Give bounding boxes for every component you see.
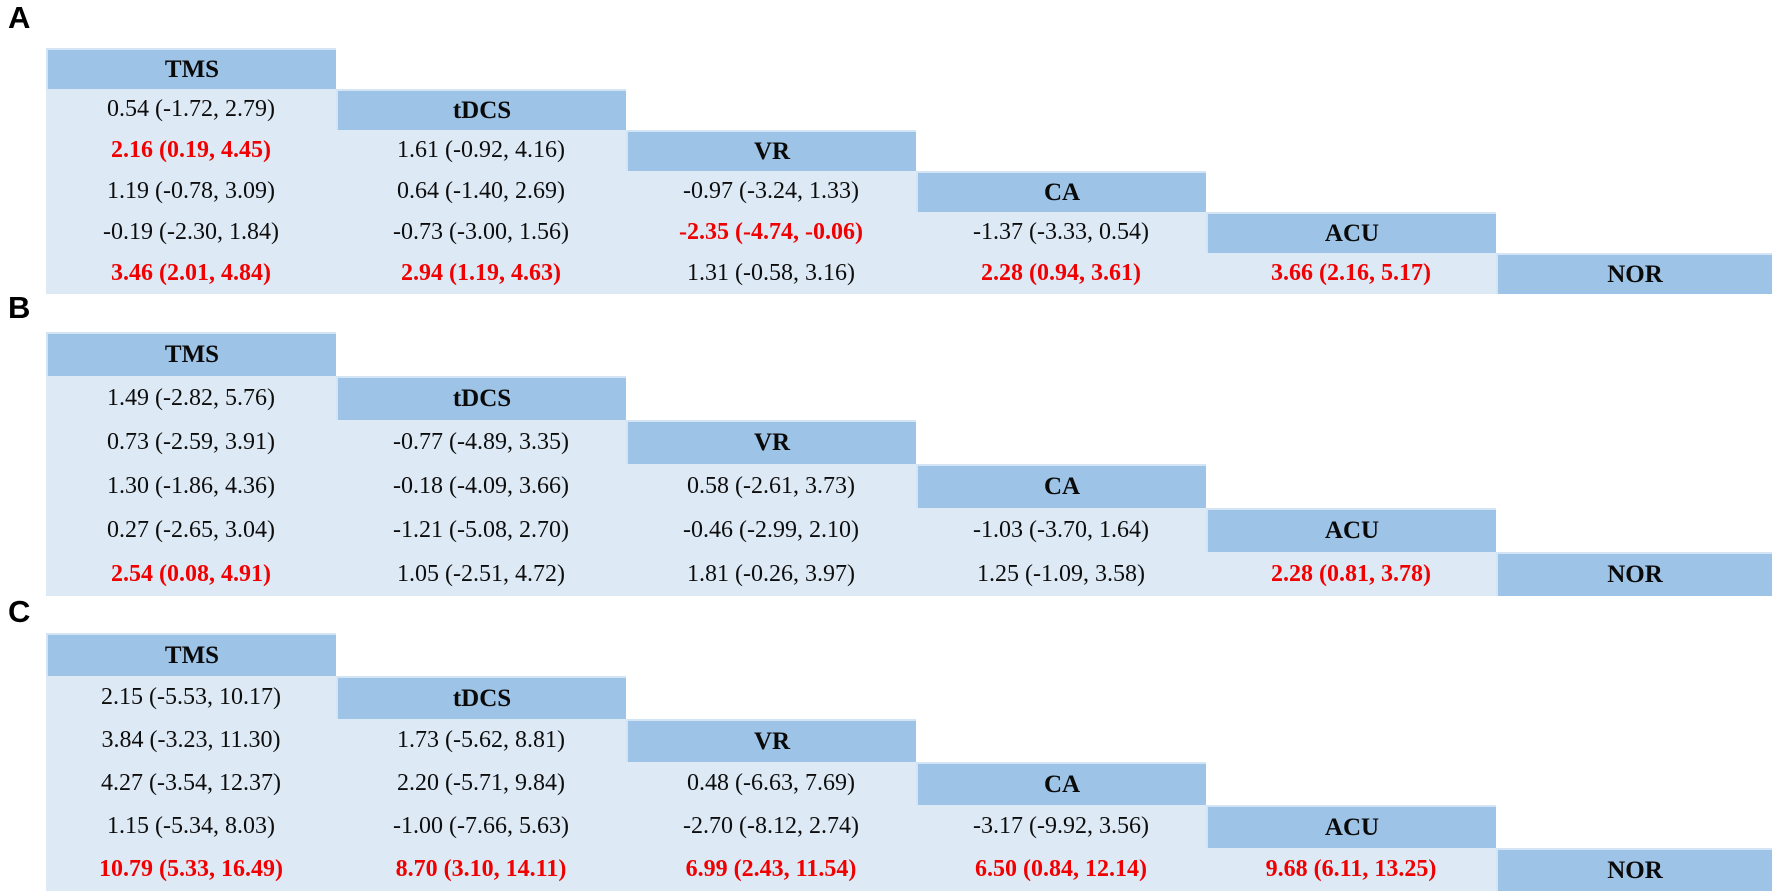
league-cell: 2.16 (0.19, 4.45) [46,130,336,171]
league-cell: -2.70 (-8.12, 2.74) [626,805,916,848]
league-cell: 10.79 (5.33, 16.49) [46,848,336,891]
league-cell: 0.64 (-1.40, 2.69) [336,171,626,212]
league-table-c: TMS tDCS VR CA ACU NOR 2.15 (-5.53, 10.1… [46,633,1772,891]
league-cell: 6.50 (0.84, 12.14) [916,848,1206,891]
treatment-header-nor: NOR [1496,253,1772,294]
league-cell: -1.37 (-3.33, 0.54) [916,212,1206,253]
league-cell: -1.21 (-5.08, 2.70) [336,508,626,552]
league-cell: -0.46 (-2.99, 2.10) [626,508,916,552]
league-cell: 0.73 (-2.59, 3.91) [46,420,336,464]
panel-b-label: B [8,290,31,325]
league-table-b: TMS tDCS VR CA ACU NOR 1.49 (-2.82, 5.76… [46,332,1772,596]
league-table-a: TMS tDCS VR CA ACU NOR 0.54 (-1.72, 2.79… [46,48,1772,294]
treatment-header-acu: ACU [1206,805,1496,848]
panel-a-label: A [8,0,31,35]
treatment-header-ca: CA [916,464,1206,508]
treatment-header-nor: NOR [1496,552,1772,596]
league-cell: 2.28 (0.81, 3.78) [1206,552,1496,596]
league-cell: 1.81 (-0.26, 3.97) [626,552,916,596]
treatment-header-tdcs: tDCS [336,676,626,719]
league-cell: -0.18 (-4.09, 3.66) [336,464,626,508]
league-cell: 3.66 (2.16, 5.17) [1206,253,1496,294]
treatment-header-acu: ACU [1206,212,1496,253]
league-cell: 2.94 (1.19, 4.63) [336,253,626,294]
league-cell: -3.17 (-9.92, 3.56) [916,805,1206,848]
league-cell: -0.19 (-2.30, 1.84) [46,212,336,253]
league-cell: 3.46 (2.01, 4.84) [46,253,336,294]
league-cell: -1.03 (-3.70, 1.64) [916,508,1206,552]
league-cell: 0.54 (-1.72, 2.79) [46,89,336,130]
league-cell: -0.73 (-3.00, 1.56) [336,212,626,253]
league-cell: 1.73 (-5.62, 8.81) [336,719,626,762]
treatment-header-tms: TMS [46,633,336,676]
league-cell: -1.00 (-7.66, 5.63) [336,805,626,848]
treatment-header-nor: NOR [1496,848,1772,891]
league-cell: 2.54 (0.08, 4.91) [46,552,336,596]
league-cell: 2.20 (-5.71, 9.84) [336,762,626,805]
league-cell: 1.31 (-0.58, 3.16) [626,253,916,294]
league-cell: -0.97 (-3.24, 1.33) [626,171,916,212]
league-cell: 1.15 (-5.34, 8.03) [46,805,336,848]
league-cell: 8.70 (3.10, 14.11) [336,848,626,891]
league-cell: 9.68 (6.11, 13.25) [1206,848,1496,891]
treatment-header-tdcs: tDCS [336,376,626,420]
league-cell: 1.25 (-1.09, 3.58) [916,552,1206,596]
treatment-header-tms: TMS [46,48,336,89]
treatment-header-tdcs: tDCS [336,89,626,130]
treatment-header-vr: VR [626,130,916,171]
treatment-header-tms: TMS [46,332,336,376]
league-cell: 1.19 (-0.78, 3.09) [46,171,336,212]
treatment-header-vr: VR [626,420,916,464]
panel-c-label: C [8,594,31,629]
treatment-header-vr: VR [626,719,916,762]
league-cell: 1.61 (-0.92, 4.16) [336,130,626,171]
league-cell: 3.84 (-3.23, 11.30) [46,719,336,762]
league-cell: -0.77 (-4.89, 3.35) [336,420,626,464]
league-cell: 4.27 (-3.54, 12.37) [46,762,336,805]
league-cell: 1.05 (-2.51, 4.72) [336,552,626,596]
treatment-header-acu: ACU [1206,508,1496,552]
treatment-header-ca: CA [916,171,1206,212]
league-cell: 1.49 (-2.82, 5.76) [46,376,336,420]
league-cell: 6.99 (2.43, 11.54) [626,848,916,891]
league-cell: 2.28 (0.94, 3.61) [916,253,1206,294]
league-cell: 2.15 (-5.53, 10.17) [46,676,336,719]
league-cell: 0.58 (-2.61, 3.73) [626,464,916,508]
league-cell: -2.35 (-4.74, -0.06) [626,212,916,253]
league-cell: 1.30 (-1.86, 4.36) [46,464,336,508]
league-cell: 0.48 (-6.63, 7.69) [626,762,916,805]
league-cell: 0.27 (-2.65, 3.04) [46,508,336,552]
treatment-header-ca: CA [916,762,1206,805]
